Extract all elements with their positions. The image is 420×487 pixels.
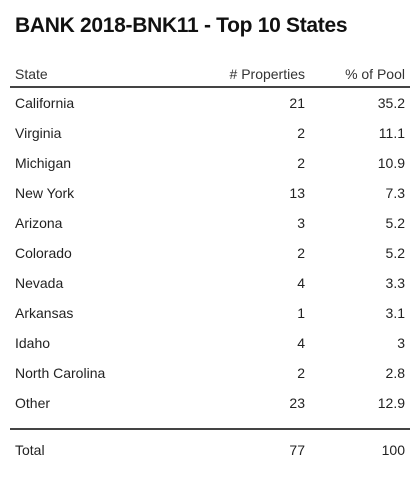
- cell: 3.1: [385, 305, 405, 321]
- cell: 3: [297, 215, 305, 231]
- data-row: Arkansas 1 3.1: [10, 298, 410, 328]
- data-row: Virginia 2 11.1: [10, 118, 410, 148]
- cell: 23: [289, 395, 305, 411]
- data-row: New York 13 7.3: [10, 178, 410, 208]
- cell: 35.2: [377, 95, 405, 111]
- cell: 3: [397, 335, 405, 351]
- column-header: % of Pool: [310, 62, 410, 88]
- data-row: North Carolina 2 2.8: [10, 358, 410, 388]
- cell: 5.2: [385, 245, 405, 261]
- cell: California: [15, 95, 75, 111]
- cell: Other: [15, 395, 51, 411]
- cell: Michigan: [15, 155, 72, 171]
- cell: 11.1: [378, 125, 405, 141]
- total: Total 77 100: [10, 429, 410, 470]
- column-header: # Properties: [170, 62, 310, 88]
- cell: 2: [297, 245, 305, 261]
- data-row: Other 23 12.9: [10, 388, 410, 418]
- cell: 2: [297, 155, 305, 171]
- data-row: Nevada 4 3.3: [10, 268, 410, 298]
- cell: 3.3: [385, 275, 405, 291]
- cell: 100: [381, 442, 405, 458]
- data-row: California 21 35.2: [10, 87, 410, 118]
- cell: 21: [289, 95, 305, 111]
- cell: Arizona: [15, 215, 63, 231]
- data-row: Idaho 4 3: [10, 328, 410, 358]
- column-header: State: [10, 62, 170, 88]
- cell: 2: [297, 365, 305, 381]
- data-row: Arizona 3 5.2: [10, 208, 410, 238]
- cell: 10.9: [377, 155, 405, 171]
- cell: 13: [289, 185, 305, 201]
- header-row: State # Properties % of Pool: [10, 62, 410, 88]
- cell: 7.3: [385, 185, 405, 201]
- divider: [10, 418, 410, 430]
- title: BANK 2018-BNK11 - Top 10 States: [15, 14, 348, 37]
- cell: Total: [15, 442, 45, 458]
- cell: 5.2: [385, 215, 405, 231]
- cell: Nevada: [15, 275, 64, 291]
- states-table: State # Properties % of Pool California 2…: [10, 62, 410, 470]
- cell: 4: [297, 335, 305, 351]
- cell: New York: [15, 185, 75, 201]
- cell: North Carolina: [15, 365, 106, 381]
- cell: 1: [297, 305, 305, 321]
- cell: Idaho: [15, 335, 51, 351]
- cell: Virginia: [15, 125, 62, 141]
- cell: 77: [289, 442, 305, 458]
- cell: 4: [297, 275, 305, 291]
- data-row: Colorado 2 5.2: [10, 238, 410, 268]
- cell: Arkansas: [15, 305, 74, 321]
- cell: Colorado: [15, 245, 72, 261]
- cell: 2: [297, 125, 305, 141]
- cell: 12.9: [377, 395, 405, 411]
- data-row: Michigan 2 10.9: [10, 148, 410, 178]
- cell: 2.8: [385, 365, 405, 381]
